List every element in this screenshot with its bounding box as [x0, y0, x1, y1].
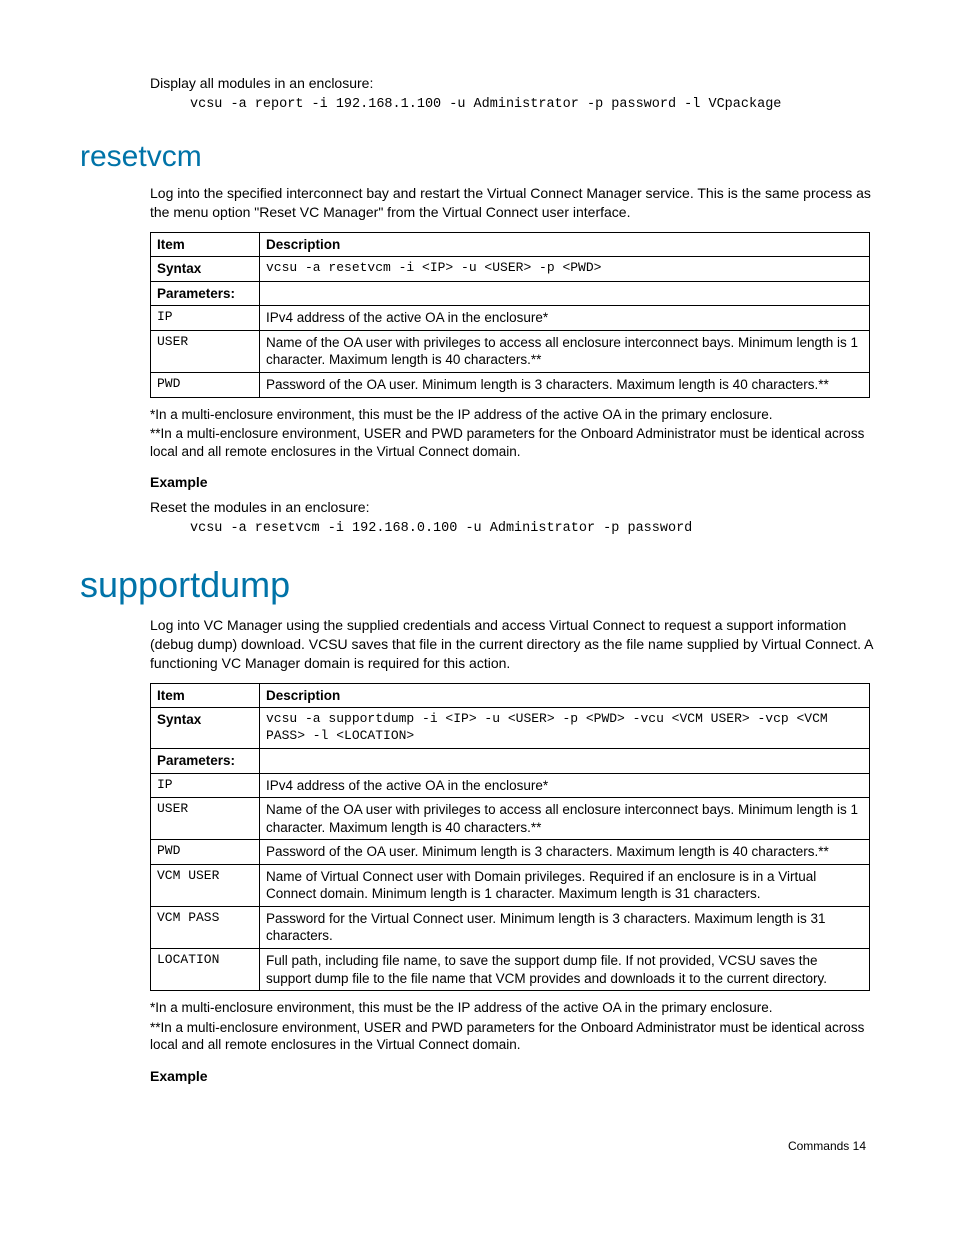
- intro-code: vcsu -a report -i 192.168.1.100 -u Admin…: [190, 97, 874, 112]
- params-label: Parameters:: [151, 281, 260, 306]
- resetvcm-table: Item Description Syntax vcsu -a resetvcm…: [150, 232, 870, 398]
- param-item: PWD: [151, 372, 260, 397]
- table-row: USER Name of the OA user with privileges…: [151, 330, 870, 372]
- supportdump-heading: supportdump: [80, 564, 874, 606]
- supportdump-note2: **In a multi-enclosure environment, USER…: [150, 1019, 874, 1054]
- page-footer: Commands 14: [80, 1139, 874, 1153]
- supportdump-desc: Log into VC Manager using the supplied c…: [150, 616, 874, 673]
- table-header-desc: Description: [260, 232, 870, 257]
- resetvcm-desc: Log into the specified interconnect bay …: [150, 184, 874, 222]
- param-desc: Password of the OA user. Minimum length …: [260, 840, 870, 865]
- syntax-label: Syntax: [151, 708, 260, 749]
- table-row: VCM USER Name of Virtual Connect user wi…: [151, 864, 870, 906]
- param-desc: Password of the OA user. Minimum length …: [260, 372, 870, 397]
- param-desc: Password for the Virtual Connect user. M…: [260, 906, 870, 948]
- param-item: USER: [151, 330, 260, 372]
- table-header-item: Item: [151, 232, 260, 257]
- param-item: VCM PASS: [151, 906, 260, 948]
- intro-text: Display all modules in an enclosure:: [150, 74, 874, 93]
- table-header-item: Item: [151, 683, 260, 708]
- param-desc: IPv4 address of the active OA in the enc…: [260, 306, 870, 331]
- resetvcm-heading: resetvcm: [80, 140, 874, 174]
- param-desc: IPv4 address of the active OA in the enc…: [260, 773, 870, 798]
- table-row: LOCATION Full path, including file name,…: [151, 948, 870, 990]
- param-item: IP: [151, 773, 260, 798]
- param-desc: Name of Virtual Connect user with Domain…: [260, 864, 870, 906]
- table-row: VCM PASS Password for the Virtual Connec…: [151, 906, 870, 948]
- syntax-code: vcsu -a resetvcm -i <IP> -u <USER> -p <P…: [260, 257, 870, 282]
- param-item: IP: [151, 306, 260, 331]
- supportdump-example-label: Example: [150, 1068, 874, 1084]
- table-row: IP IPv4 address of the active OA in the …: [151, 306, 870, 331]
- supportdump-table: Item Description Syntax vcsu -a supportd…: [150, 683, 870, 991]
- resetvcm-example-text: Reset the modules in an enclosure:: [150, 498, 874, 517]
- table-row: PWD Password of the OA user. Minimum len…: [151, 840, 870, 865]
- param-desc: Name of the OA user with privileges to a…: [260, 798, 870, 840]
- param-item: PWD: [151, 840, 260, 865]
- syntax-code: vcsu -a supportdump -i <IP> -u <USER> -p…: [260, 708, 870, 749]
- param-desc: Name of the OA user with privileges to a…: [260, 330, 870, 372]
- params-empty: [260, 281, 870, 306]
- params-empty: [260, 749, 870, 774]
- params-label: Parameters:: [151, 749, 260, 774]
- supportdump-note1: *In a multi-enclosure environment, this …: [150, 999, 874, 1017]
- table-row: IP IPv4 address of the active OA in the …: [151, 773, 870, 798]
- table-header-desc: Description: [260, 683, 870, 708]
- param-desc: Full path, including file name, to save …: [260, 948, 870, 990]
- resetvcm-note1: *In a multi-enclosure environment, this …: [150, 406, 874, 424]
- param-item: LOCATION: [151, 948, 260, 990]
- syntax-label: Syntax: [151, 257, 260, 282]
- table-row: USER Name of the OA user with privileges…: [151, 798, 870, 840]
- resetvcm-example-label: Example: [150, 474, 874, 490]
- param-item: USER: [151, 798, 260, 840]
- param-item: VCM USER: [151, 864, 260, 906]
- table-row: PWD Password of the OA user. Minimum len…: [151, 372, 870, 397]
- resetvcm-example-code: vcsu -a resetvcm -i 192.168.0.100 -u Adm…: [190, 521, 874, 536]
- resetvcm-note2: **In a multi-enclosure environment, USER…: [150, 425, 874, 460]
